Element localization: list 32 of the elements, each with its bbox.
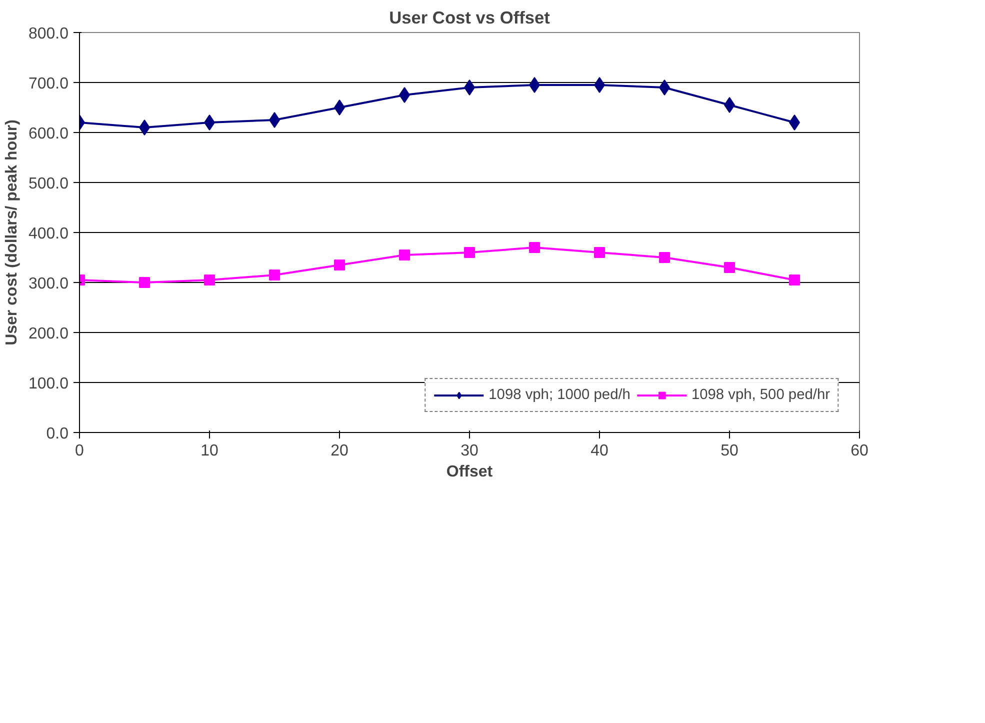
y-tick-label: 600.0 [28, 126, 69, 142]
y-tick-label: 700.0 [28, 76, 69, 92]
point [399, 250, 410, 260]
y-axis-title: User cost (dollars/ peak hour) [3, 120, 20, 346]
legend-label: 1098 vph; 1000 ped/h [488, 387, 630, 403]
y-tick-label: 200.0 [28, 326, 69, 342]
point [139, 277, 150, 288]
point [594, 247, 605, 258]
y-tick-label: 800.0 [28, 26, 69, 42]
point [529, 242, 540, 253]
x-tick-label: 10 [200, 442, 218, 460]
chart-title: User Cost vs Offset [389, 8, 550, 28]
legend-label: 1098 vph, 500 ped/hr [691, 387, 830, 403]
x-tick-label: 30 [460, 442, 478, 460]
point [724, 262, 735, 273]
point [659, 252, 670, 263]
point [464, 247, 475, 258]
x-tick-label: 20 [330, 442, 348, 460]
point [789, 274, 800, 286]
y-tick-label: 500.0 [28, 176, 69, 192]
y-tick-label: 400.0 [28, 226, 69, 242]
point [204, 274, 215, 286]
x-tick-label: 50 [720, 442, 738, 460]
y-tick-label: 0.0 [46, 426, 69, 442]
x-tick-label: 60 [850, 442, 868, 460]
x-tick-label: 40 [590, 442, 608, 460]
x-axis-title: Offset [446, 464, 494, 480]
point [269, 270, 280, 280]
y-tick-label: 300.0 [28, 276, 69, 292]
x-tick-label: 0 [75, 442, 84, 460]
point [334, 260, 345, 270]
y-tick-label: 100.0 [28, 376, 69, 392]
